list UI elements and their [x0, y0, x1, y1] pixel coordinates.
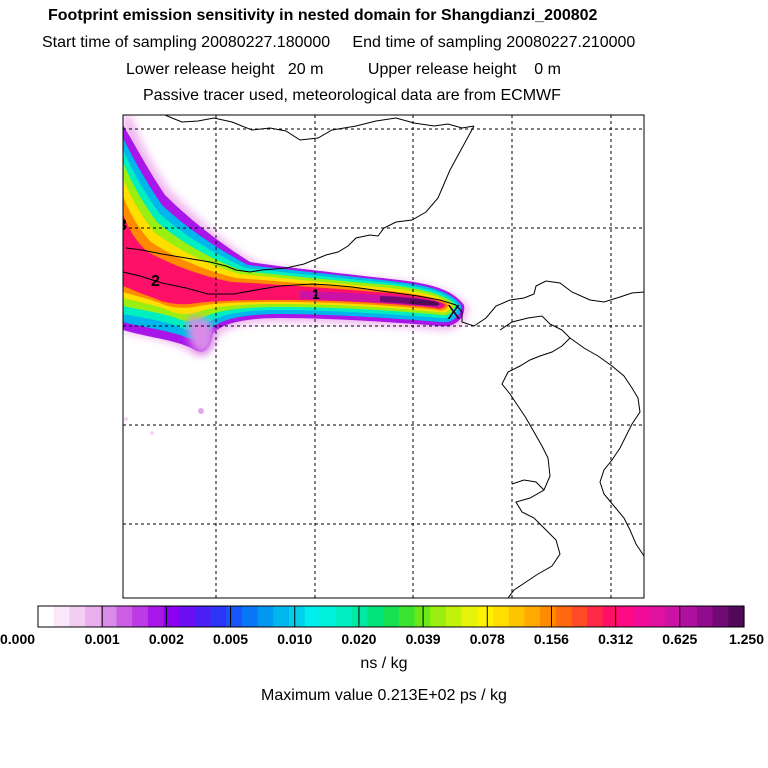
plot-title: Footprint emission sensitivity in nested…	[48, 7, 598, 24]
colorbar-tick-label: 0.020	[341, 631, 376, 647]
colorbar-swatch	[696, 606, 714, 627]
colorbar-swatch	[210, 606, 227, 627]
colorbar-swatch	[38, 606, 55, 627]
colorbar-swatch	[367, 606, 384, 627]
colorbar-swatch	[492, 606, 510, 627]
colorbar	[38, 606, 745, 627]
colorbar-swatch	[508, 606, 525, 627]
coastlines	[123, 115, 644, 598]
colorbar-swatch	[194, 606, 212, 627]
colorbar-swatch	[555, 606, 573, 627]
colorbar-swatch	[602, 606, 620, 627]
colorbar-swatch	[649, 606, 667, 627]
colorbar-swatch	[304, 606, 321, 627]
colorbar-swatch	[273, 606, 290, 627]
colorbar-swatch	[681, 606, 698, 627]
colorbar-swatch	[712, 606, 729, 627]
tracer-info-line: Passive tracer used, meteorological data…	[143, 87, 561, 104]
plume-speck	[150, 431, 154, 435]
colorbar-swatch	[336, 606, 353, 627]
map-frame	[122, 114, 645, 599]
colorbar-tick-label: 0.005	[213, 631, 248, 647]
map-panel: 3 2 1 X	[118, 115, 644, 598]
colorbar-swatch	[398, 606, 416, 627]
plume-speck	[198, 408, 204, 414]
colorbar-tick-label: 0.078	[470, 631, 505, 647]
plume-label: 2	[151, 273, 160, 290]
grid-lines	[123, 115, 644, 598]
plume-label: 1	[312, 286, 320, 302]
colorbar-swatch	[618, 606, 635, 627]
plume-field	[123, 115, 469, 435]
colorbar-swatch	[147, 606, 165, 627]
colorbar-swatch	[85, 606, 102, 627]
colorbar-swatch	[289, 606, 306, 627]
colorbar-swatch	[571, 606, 588, 627]
colorbar-swatch	[132, 606, 149, 627]
colorbar-tick-label: 0.001	[85, 631, 120, 647]
colorbar-swatch	[163, 606, 180, 627]
colorbar-tick-label: 0.002	[149, 631, 184, 647]
colorbar-tick-label: 0.156	[534, 631, 569, 647]
colorbar-swatch	[540, 606, 557, 627]
colorbar-swatch	[226, 606, 243, 627]
colorbar-swatch	[477, 606, 494, 627]
plume-lobe	[187, 317, 215, 355]
colorbar-swatch	[100, 606, 118, 627]
sampling-time-line: Start time of sampling 20080227.180000 E…	[42, 34, 636, 51]
colorbar-swatch	[53, 606, 70, 627]
colorbar-swatch	[524, 606, 541, 627]
colorbar-swatch	[257, 606, 274, 627]
colorbar-swatch	[69, 606, 86, 627]
plume-contour-7	[123, 214, 446, 309]
colorbar-tick-label: 0.010	[277, 631, 312, 647]
colorbar-dividers	[101, 606, 681, 627]
colorbar-swatch	[445, 606, 463, 627]
colorbar-swatch	[665, 606, 682, 627]
colorbar-swatch	[383, 606, 400, 627]
colorbar-frame	[37, 605, 745, 628]
plume-contour-10	[410, 299, 440, 306]
station-marker: X	[447, 302, 460, 324]
colorbar-tick-label: 0.000	[0, 631, 35, 647]
plume-speck	[124, 417, 128, 421]
colorbar-tick-labels: 0.000 0.001 0.002 0.005 0.010 0.020 0.039 0.078…	[0, 631, 764, 647]
colorbar-tick-label: 0.625	[662, 631, 697, 647]
colorbar-swatch	[430, 606, 447, 627]
colorbar-swatch	[116, 606, 133, 627]
release-height-line: Lower release height 20 m Upper release …	[126, 61, 561, 78]
colorbar-swatch	[351, 606, 369, 627]
colorbar-swatch	[634, 606, 651, 627]
colorbar-swatch	[320, 606, 337, 627]
plume-label: 3	[118, 217, 127, 234]
colorbar-tick-label: 0.312	[598, 631, 633, 647]
colorbar-swatch	[728, 606, 745, 627]
colorbar-swatch	[241, 606, 259, 627]
maximum-value: Maximum value 0.213E+02 ps / kg	[261, 687, 507, 704]
colorbar-swatch	[179, 606, 196, 627]
map-background	[123, 115, 644, 598]
colorbar-units: ns / kg	[360, 655, 408, 672]
colorbar-swatch	[587, 606, 604, 627]
colorbar-tick-label: 0.039	[406, 631, 441, 647]
colorbar-tick-label: 1.250	[729, 631, 764, 647]
colorbar-swatch	[461, 606, 478, 627]
